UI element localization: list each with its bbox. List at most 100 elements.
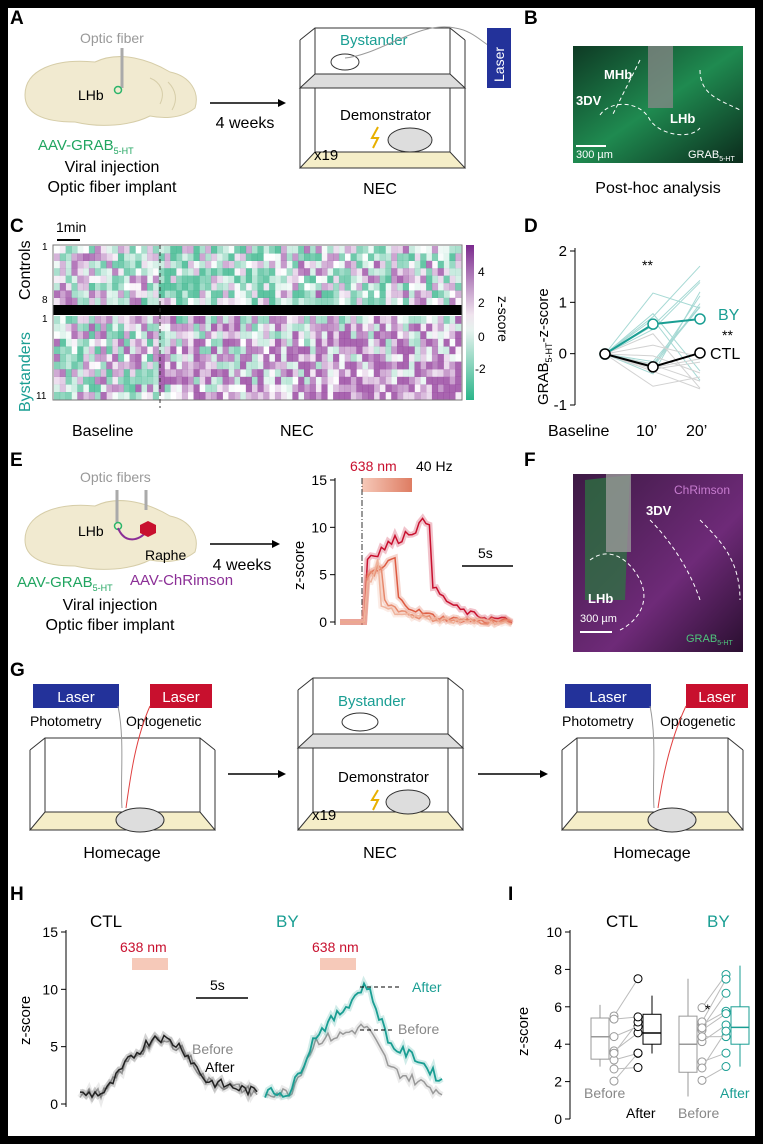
heatmap-cell xyxy=(356,268,363,276)
heatmap-cell xyxy=(94,316,101,324)
heatmap-cell xyxy=(199,384,205,392)
heatmap-cell xyxy=(437,323,444,332)
heatmap-cell xyxy=(274,331,282,339)
heatmap-cell xyxy=(228,297,235,306)
heatmap-cell xyxy=(397,316,404,324)
y-tick-label: 10 xyxy=(546,924,562,940)
heatmap-cell xyxy=(263,338,270,347)
heatmap-cell xyxy=(77,316,84,324)
heatmap-cell xyxy=(420,338,427,347)
heatmap-cell xyxy=(391,369,398,377)
heatmap-cell xyxy=(228,346,235,355)
heatmap-cell xyxy=(164,253,171,261)
heatmap-cell xyxy=(414,376,421,385)
heatmap-cell xyxy=(135,384,142,393)
heatmap-cell xyxy=(164,268,171,276)
heatmap-cell xyxy=(397,290,404,298)
heatmap-cell xyxy=(449,369,456,377)
heatmap-cell xyxy=(327,253,334,261)
heatmap-cell xyxy=(344,392,351,400)
heatmap-cell xyxy=(228,290,235,298)
pair-dot-after xyxy=(721,974,731,984)
heatmap-cell xyxy=(158,338,165,347)
heatmap-cell xyxy=(234,253,241,261)
heatmap-cell xyxy=(147,354,154,362)
heatmap-cell xyxy=(112,331,119,339)
heatmap-cell xyxy=(234,361,241,370)
heatmap-cell xyxy=(94,290,101,298)
heatmap-cell xyxy=(408,297,415,306)
heatmap-cell xyxy=(327,297,334,306)
heatmap-cell xyxy=(362,369,369,377)
heatmap-cell xyxy=(269,316,276,324)
heatmap-cell xyxy=(216,369,223,377)
heatmap-cell xyxy=(286,331,293,339)
heatmap-cell xyxy=(240,290,247,298)
heatmap-cell xyxy=(193,283,200,291)
heatmap-cell xyxy=(141,323,148,332)
heatmap-cell xyxy=(408,275,415,284)
heatmap-cell xyxy=(94,323,101,332)
heatmap-cell xyxy=(356,283,363,291)
heatmap-cell xyxy=(95,362,101,370)
heatmap-cell xyxy=(379,331,386,339)
heatmap-cell xyxy=(402,260,409,269)
heatmap-cell xyxy=(135,331,142,339)
svg-text:Optogenetic: Optogenetic xyxy=(126,713,202,729)
heatmap-cell xyxy=(141,376,148,385)
heatmap-cell xyxy=(83,253,90,261)
heatmap-cell xyxy=(88,316,95,324)
heatmap-cell xyxy=(315,384,322,393)
heatmap-cell xyxy=(181,253,189,261)
heatmap-cell xyxy=(356,338,363,347)
heatmap-cell xyxy=(65,369,72,377)
svg-text:After: After xyxy=(626,1105,656,1121)
heatmap-cell xyxy=(152,246,159,254)
heatmap-cell xyxy=(350,316,357,324)
heatmap-cell xyxy=(304,369,311,377)
heatmap-cell xyxy=(117,297,125,306)
heatmap-cell xyxy=(432,298,438,306)
viral-injection-a: Viral injection xyxy=(65,159,160,176)
heatmap-cell xyxy=(176,323,183,332)
heatmap-cell xyxy=(77,369,84,377)
heatmap-cell xyxy=(129,275,136,284)
heatmap-cell xyxy=(181,354,189,362)
heatmap-cell xyxy=(158,253,165,261)
heatmap-cell xyxy=(449,275,456,284)
heatmap-cell xyxy=(147,384,154,393)
heatmap-cell xyxy=(187,283,194,291)
heatmap-cell xyxy=(397,354,404,362)
boxplots-i xyxy=(590,965,750,1097)
heatmap-cell xyxy=(77,253,84,261)
y-tick-label: -1 xyxy=(554,397,567,414)
heatmap-cell xyxy=(385,260,392,269)
colorbar xyxy=(466,245,474,400)
heatmap-cell xyxy=(100,297,107,306)
heatmap-cell xyxy=(100,361,107,370)
heatmap-cell xyxy=(187,361,194,370)
heatmap-cell xyxy=(373,361,380,370)
heatmap-cell xyxy=(286,376,293,385)
heatmap-cell xyxy=(391,275,398,284)
heatmap-cell xyxy=(350,268,357,276)
heatmap-cell xyxy=(228,392,235,400)
heatmap-cell xyxy=(426,297,433,306)
ctl-individual-line xyxy=(604,353,701,374)
heatmap-cell xyxy=(228,338,235,347)
heatmap-cell xyxy=(193,392,200,400)
heatmap-cell xyxy=(164,384,171,393)
heatmap-cell xyxy=(245,246,252,254)
heatmap-cell xyxy=(420,346,427,355)
panel-label-i: I xyxy=(508,884,513,905)
heatmap-cell xyxy=(315,338,322,347)
panel-label-c: C xyxy=(10,216,24,237)
heatmap-cell xyxy=(309,290,316,298)
heatmap-cell xyxy=(367,246,375,254)
heatmap-cell xyxy=(240,392,247,400)
heatmap-cell xyxy=(222,275,229,284)
heatmap-cell xyxy=(59,369,66,377)
heatmap-cell xyxy=(59,331,66,339)
heatmap-cell xyxy=(356,384,363,393)
heatmap-cell xyxy=(257,338,264,347)
